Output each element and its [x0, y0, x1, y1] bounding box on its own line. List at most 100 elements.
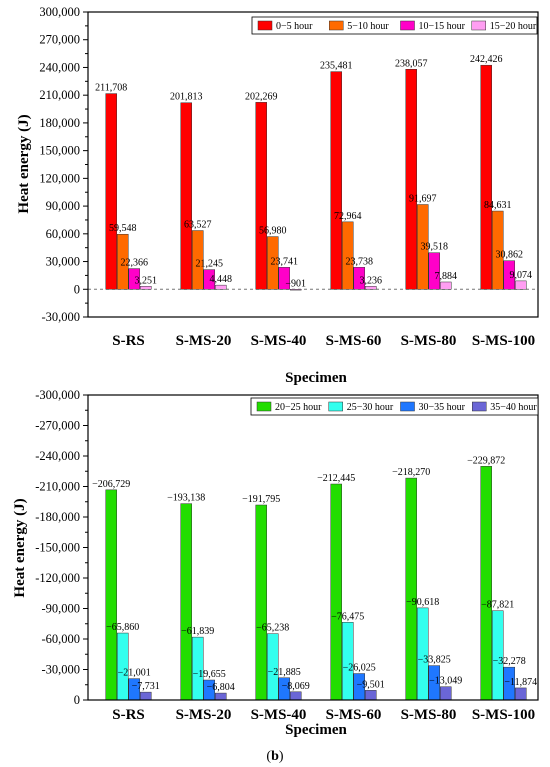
y-tick-label: -300,000 [35, 388, 80, 402]
bar [503, 260, 515, 290]
legend-label: 20−25 hour [275, 402, 322, 413]
legend-label: 10−15 hour [419, 21, 466, 32]
bar [330, 483, 342, 701]
chart-panel-a: -30,000 0 30,000 60,000 90,000 120,000 150,000… [16, 5, 539, 410]
x-tick-label: S-MS-40 [251, 333, 307, 349]
data-label: 30,862 [496, 250, 524, 261]
bar [105, 489, 117, 701]
data-label: 235,481 [320, 61, 353, 72]
bar [278, 267, 290, 290]
plot-area [88, 395, 538, 700]
y-tick-label: -210,000 [35, 480, 80, 494]
legend-swatch [472, 401, 487, 412]
data-label: 211,708 [95, 83, 127, 94]
data-label: −7,731 [132, 681, 160, 692]
legend: 0−5 hour 5−10 hour 10−15 hour 15−20 hour [251, 16, 538, 35]
data-label: −19,655 [193, 669, 226, 680]
bar [267, 236, 279, 290]
x-axis-title: Specimen [285, 370, 347, 386]
bar [290, 289, 302, 291]
y-tick-label: -120,000 [35, 571, 80, 585]
bar [440, 281, 452, 290]
bar [203, 269, 215, 290]
bar [255, 504, 267, 701]
data-label: 84,631 [484, 200, 512, 211]
data-label: −61,839 [181, 626, 214, 637]
y-tick-label: 150,000 [39, 144, 80, 158]
x-tick-label: S-MS-20 [176, 707, 232, 723]
data-label: 22,366 [121, 258, 149, 269]
bar [215, 692, 227, 701]
y-tick-label: 60,000 [46, 227, 80, 241]
data-label: 238,057 [395, 58, 428, 69]
bar [330, 71, 342, 290]
bar [428, 252, 440, 290]
plot-frame [87, 394, 539, 701]
data-label: −9,501 [357, 679, 385, 690]
x-tick-label: S-MS-60 [326, 333, 382, 349]
panel-caption: (b) [266, 749, 283, 764]
legend-swatch [471, 20, 486, 31]
data-label: 21,245 [196, 259, 224, 270]
caption-letter: b [271, 749, 279, 764]
y-tick-label: -30,000 [41, 663, 80, 677]
x-tick-label: S-RS [112, 707, 145, 723]
data-label: −212,445 [317, 473, 355, 484]
data-label: −206,729 [92, 479, 130, 490]
bar [255, 102, 267, 290]
data-label: 91,697 [409, 194, 437, 205]
data-label: −87,821 [481, 600, 514, 611]
bar [117, 632, 129, 701]
legend: 20−25 hour 25−30 hour 30−35 hour 35−40 hour [250, 397, 539, 416]
data-label: −90,618 [406, 597, 439, 608]
legend-label: 30−35 hour [419, 402, 466, 413]
legend-label: 25−30 hour [347, 402, 394, 413]
plot-area [88, 12, 538, 317]
data-label: −76,475 [331, 611, 364, 622]
data-label: 201,813 [170, 92, 203, 103]
bar [492, 210, 504, 290]
bar [480, 466, 492, 701]
legend-label: 5−10 hour [347, 21, 389, 32]
data-label: −901 [285, 278, 306, 289]
legend-swatch [400, 20, 415, 31]
bar [480, 64, 492, 290]
bar [405, 477, 417, 701]
chart-panel-b: 0 -30,000 -60,000 -90,000 -120,000 -150,000 -1… [12, 388, 539, 764]
y-tick-label: -60,000 [41, 632, 80, 646]
y-tick-label: 270,000 [39, 33, 80, 47]
y-tick-label: 300,000 [39, 5, 80, 19]
legend-swatch [257, 20, 273, 31]
y-tick-label: -240,000 [35, 449, 80, 463]
y-tick-label: 210,000 [39, 88, 80, 102]
bar [180, 503, 192, 701]
y-tick-label: -90,000 [41, 602, 80, 616]
bar [342, 221, 354, 290]
bar [365, 690, 377, 701]
bar [128, 268, 140, 290]
data-label: 7,884 [435, 271, 458, 282]
bar [290, 691, 302, 701]
y-tick-label: 120,000 [39, 171, 80, 185]
data-label: 242,426 [470, 54, 503, 65]
x-tick-label: S-MS-80 [401, 707, 457, 723]
data-label: −21,001 [118, 668, 151, 679]
data-label: −11,874 [504, 677, 537, 688]
data-label: −65,238 [256, 623, 289, 634]
data-label: 202,269 [245, 91, 278, 102]
data-label: −26,025 [343, 663, 376, 674]
bar [140, 286, 152, 290]
bar [515, 687, 527, 701]
data-label: 3,236 [360, 275, 383, 286]
bar [417, 204, 429, 290]
data-label: −193,138 [167, 493, 205, 504]
data-label: 63,527 [184, 220, 212, 231]
data-label: −65,860 [106, 622, 139, 633]
data-label: 56,980 [259, 226, 287, 237]
y-tick-label: 30,000 [46, 255, 80, 269]
bar [365, 286, 377, 290]
data-label: −33,825 [418, 655, 451, 666]
data-label: 59,548 [109, 223, 137, 234]
y-tick-label: 90,000 [46, 199, 80, 213]
